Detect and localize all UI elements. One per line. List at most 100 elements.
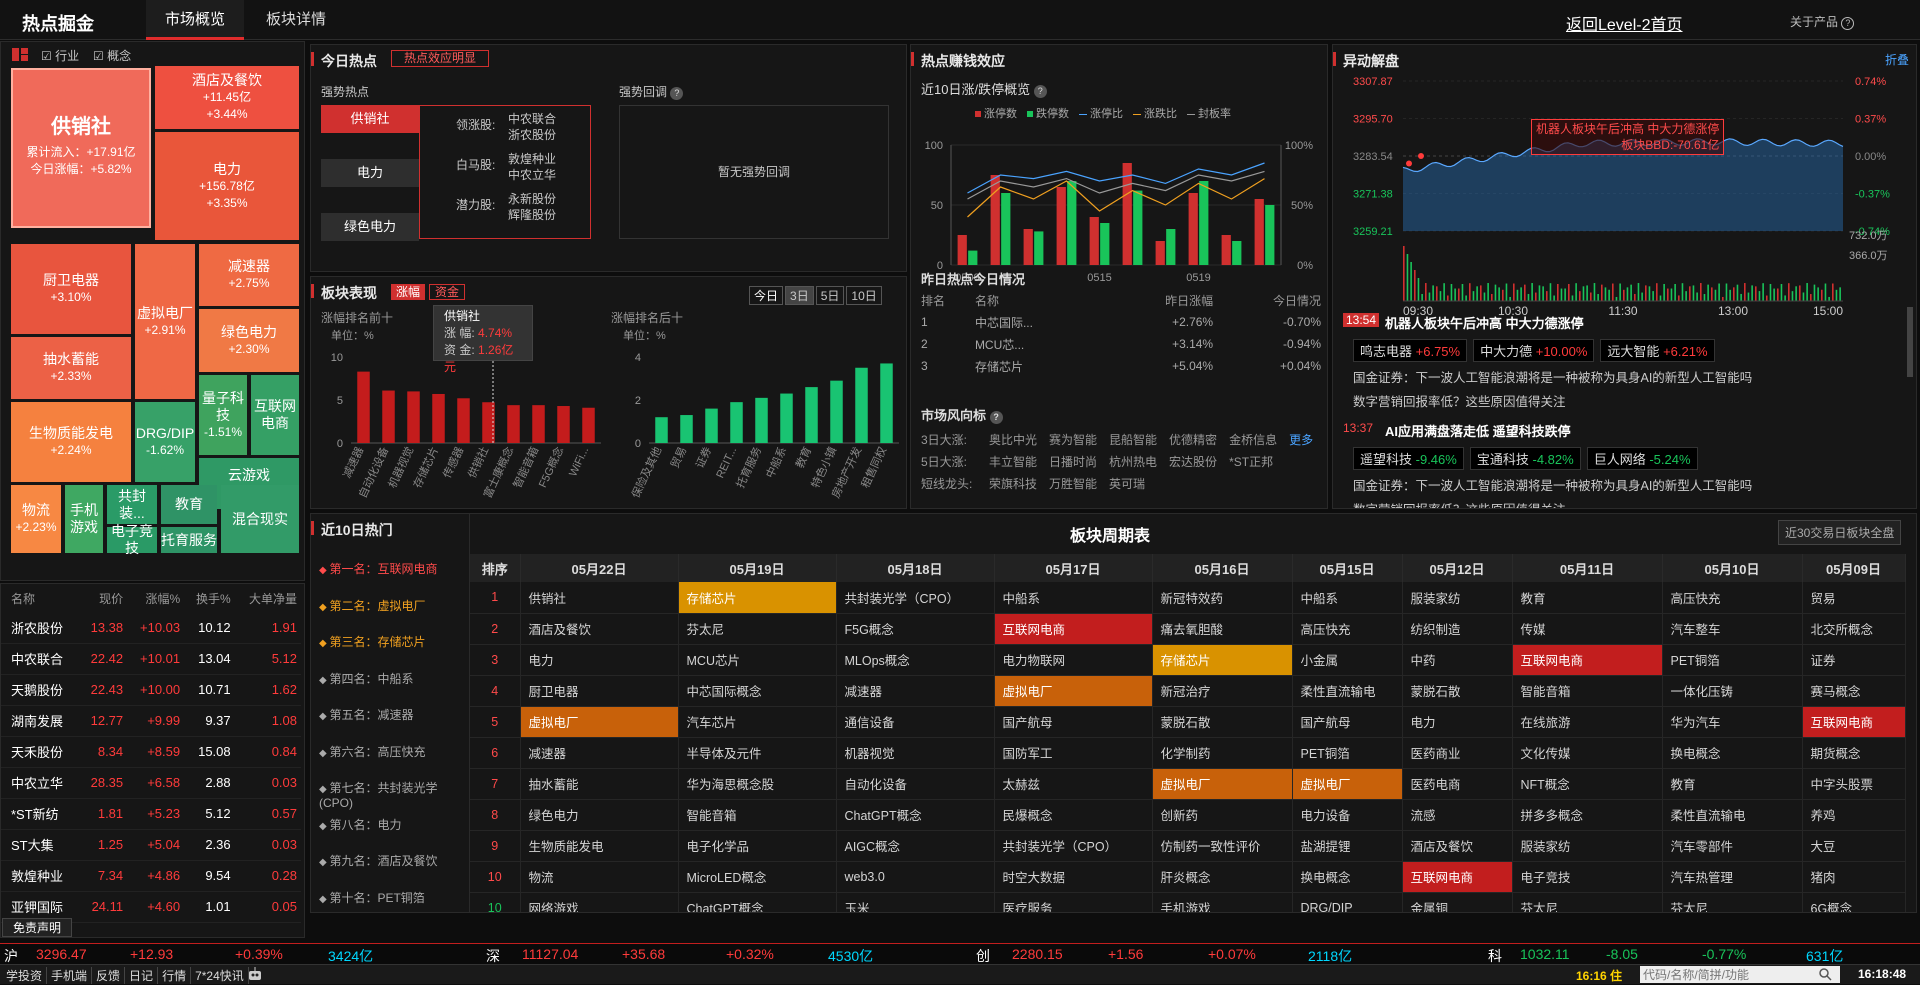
sector-cell[interactable]: 国产航母: [1292, 706, 1403, 738]
status-link[interactable]: 日记: [125, 967, 159, 984]
wind-stock[interactable]: 丰立智能: [989, 455, 1038, 469]
sector-cell[interactable]: 换电概念: [1292, 861, 1403, 893]
column-header[interactable]: 现价: [99, 591, 124, 606]
wind-stock[interactable]: 杭州热电: [1109, 455, 1158, 469]
sector-cell[interactable]: 物流: [520, 861, 679, 893]
wind-stock[interactable]: 金桥信息: [1229, 433, 1278, 447]
sector-cell[interactable]: 手机游戏: [1152, 892, 1293, 912]
hot10-item[interactable]: ◆ 第五名：减速器: [319, 708, 414, 722]
event-text[interactable]: 数字营销回报率低？这些原因值得关注: [1353, 395, 1566, 409]
event-text[interactable]: 国金证券：下一波人工智能浪潮将是一种被称为具身AI的新型人工智能吗: [1353, 371, 1753, 385]
bar-limit-down[interactable]: [968, 250, 978, 265]
sector-cell[interactable]: 酒店及餐饮: [1402, 830, 1513, 862]
sector-cell[interactable]: 蒙脱石散: [1152, 706, 1293, 738]
all-sectors-button[interactable]: 近30交易日板块全盘: [1778, 520, 1902, 545]
hot10-item[interactable]: ◆ 第一名：互联网电商: [319, 562, 438, 576]
bar[interactable]: [507, 405, 520, 443]
sector-cell[interactable]: 汽车芯片: [678, 706, 837, 738]
status-link[interactable]: 手机端: [47, 967, 93, 984]
treemap-tile[interactable]: 教育: [161, 485, 217, 524]
treemap-tile[interactable]: 供销社 累计流入：+17.91亿 今日涨幅：+5.82%: [11, 68, 151, 228]
legend-item[interactable]: 跌停数: [1027, 105, 1069, 121]
status-link[interactable]: 学投资: [2, 967, 48, 984]
bar[interactable]: [407, 391, 420, 443]
more-link[interactable]: 更多: [1289, 433, 1314, 447]
sector-cell[interactable]: 大豆: [1802, 830, 1906, 862]
legend-item[interactable]: 涨停数: [975, 105, 1017, 121]
bar-limit-down[interactable]: [1067, 181, 1077, 265]
sector-cell[interactable]: 流感: [1402, 799, 1513, 831]
sector-cell[interactable]: 互联网电商: [994, 613, 1153, 645]
tab-gain[interactable]: 涨幅: [391, 284, 426, 300]
period-today[interactable]: 今日: [749, 286, 784, 305]
sector-cell[interactable]: 小金属: [1292, 644, 1403, 676]
sector-cell[interactable]: 新冠治疗: [1152, 675, 1293, 707]
bar-limit-up[interactable]: [1221, 235, 1231, 265]
wind-stock[interactable]: 万胜智能: [1049, 477, 1098, 491]
period-3d[interactable]: 3日: [785, 286, 814, 305]
sector-cell[interactable]: 华为海思概念股: [678, 768, 837, 800]
leader-stock[interactable]: 中农立华: [508, 168, 557, 182]
sector-cell[interactable]: 生物质能发电: [520, 830, 679, 862]
sector-cell[interactable]: 电子竞技: [1512, 861, 1663, 893]
sector-cell[interactable]: 电力物联网: [994, 644, 1153, 676]
sector-cell[interactable]: 汽车热管理: [1662, 861, 1803, 893]
event-text[interactable]: 数字营销回报率低？这些原因值得关注: [1353, 499, 1566, 508]
sector-cell[interactable]: 痛去氧胆酸: [1152, 613, 1293, 645]
wind-stock[interactable]: 优德精密: [1169, 433, 1218, 447]
bar-limit-up[interactable]: [957, 235, 967, 265]
sector-cell[interactable]: 酒店及餐饮: [520, 613, 679, 645]
sector-cell[interactable]: ChatGPT概念: [678, 892, 837, 912]
sector-cell[interactable]: 存储芯片: [1152, 644, 1293, 676]
sector-cell[interactable]: 自动化设备: [836, 768, 995, 800]
sector-cell[interactable]: MicroLED概念: [678, 861, 837, 893]
sector-cell[interactable]: 高压快充: [1662, 582, 1803, 614]
bar[interactable]: [582, 407, 595, 443]
column-header[interactable]: 大单净量: [248, 591, 297, 606]
stock-chip[interactable]: 巨人网络 -5.24%: [1586, 447, 1698, 470]
wind-stock[interactable]: 奥比中光: [989, 433, 1038, 447]
bar-limit-down[interactable]: [1001, 193, 1011, 265]
sector-cell[interactable]: 柔性直流输电: [1292, 675, 1403, 707]
scrollbar[interactable]: [1907, 307, 1913, 377]
bar-limit-down[interactable]: [1199, 181, 1209, 265]
bar[interactable]: [357, 371, 370, 443]
event-text[interactable]: 国金证券：下一波人工智能浪潮将是一种被称为具身AI的新型人工智能吗: [1353, 479, 1753, 493]
sector-cell[interactable]: AIGC概念: [836, 830, 995, 862]
sector-cell[interactable]: 北交所概念: [1802, 613, 1906, 645]
sector-cell[interactable]: 虚拟电厂: [520, 706, 679, 738]
bar-limit-up[interactable]: [1089, 217, 1099, 265]
table-row[interactable]: 天鹅股份 22.43 +10.00 10.71 1.62: [1, 674, 301, 706]
sector-cell[interactable]: 国产航母: [994, 706, 1153, 738]
treemap-tile[interactable]: 混合现实: [221, 485, 299, 553]
sector-cell[interactable]: 电力设备: [1292, 799, 1403, 831]
sector-cell[interactable]: MCU芯片: [678, 644, 837, 676]
table-row[interactable]: 2 MCU芯... +3.14% -0.94%: [921, 333, 1321, 355]
sector-cell[interactable]: 半导体及元件: [678, 737, 837, 769]
sector-cell[interactable]: F5G概念: [836, 613, 995, 645]
wind-stock[interactable]: 日播时尚: [1049, 455, 1098, 469]
bar[interactable]: [680, 415, 693, 443]
sector-cell[interactable]: 服装家纺: [1402, 582, 1513, 614]
hot-sector-3[interactable]: 绿色电力: [321, 213, 419, 241]
tab-fund[interactable]: 资金: [429, 284, 466, 300]
legend-item[interactable]: 涨跌比: [1133, 105, 1177, 121]
search-input[interactable]: [1640, 966, 1840, 983]
stock-chip[interactable]: 鸣志电器 +6.75%: [1353, 339, 1468, 362]
bar-limit-up[interactable]: [1056, 187, 1066, 265]
hot-sector-2[interactable]: 电力: [321, 159, 419, 187]
treemap-icon[interactable]: [11, 47, 31, 62]
period-5d[interactable]: 5日: [815, 286, 845, 305]
sector-cell[interactable]: 时空大数据: [994, 861, 1153, 893]
hot10-item[interactable]: ◆ 第二名：虚拟电厂: [319, 598, 426, 613]
bar-limit-down[interactable]: [1265, 205, 1275, 265]
sector-cell[interactable]: 华为汽车: [1662, 706, 1803, 738]
bar[interactable]: [432, 393, 445, 443]
bar-limit-down[interactable]: [1166, 229, 1176, 265]
sector-cell[interactable]: 医药电商: [1402, 768, 1513, 800]
sector-cell[interactable]: 金属铜: [1402, 892, 1513, 912]
sector-cell[interactable]: 一体化压铸: [1662, 675, 1803, 707]
bar-limit-down[interactable]: [1133, 190, 1143, 265]
treemap-tile[interactable]: 物流 +2.23%: [11, 485, 61, 553]
event-title[interactable]: 机器人板块午后冲高 中大力德涨停: [1385, 316, 1584, 331]
